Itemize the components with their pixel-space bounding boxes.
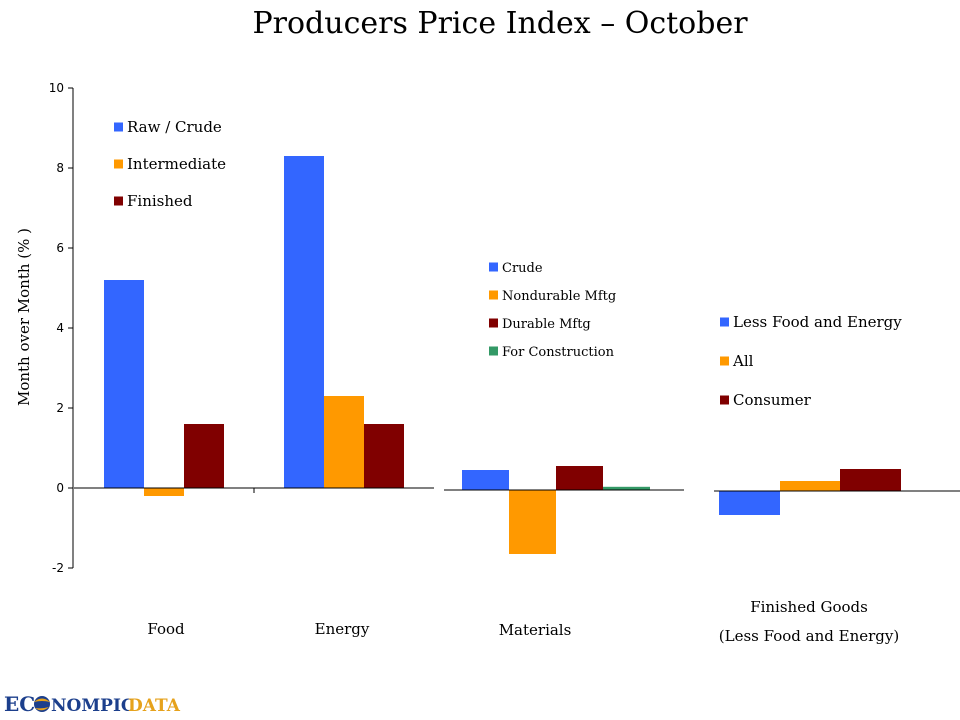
legend-1: Raw / Crude Intermediate Finished (114, 118, 226, 210)
panel-2: Materials Crude Nondurable Mftg Durable Mft… (444, 261, 684, 639)
legend-swatch (720, 395, 729, 405)
category-label: Materials (499, 621, 572, 639)
panel-1: Food Energy Raw / Crude Intermediate Finishe… (74, 118, 434, 638)
left-y-axis: -2 0 2 4 6 8 10 (49, 81, 74, 575)
y-tick-label: -2 (52, 561, 64, 575)
legend-swatch (720, 356, 729, 366)
chart-title: Producers Price Index – October (252, 6, 748, 41)
bar (719, 491, 780, 515)
legend-label: All (732, 352, 754, 370)
legend-swatch (489, 262, 498, 272)
legend-swatch (720, 317, 729, 327)
bar (780, 481, 841, 491)
globe-icon (34, 696, 50, 712)
bar (104, 280, 144, 488)
legend-label: For Construction (502, 345, 615, 360)
logo-text-data: DATA (128, 696, 181, 716)
chart-panels: Food Energy Raw / Crude Intermediate Finishe… (74, 118, 960, 645)
legend-swatch (114, 122, 123, 132)
y-tick-label: 4 (56, 321, 64, 335)
legend-swatch (489, 318, 498, 328)
logo-text-ec: EC (4, 692, 35, 716)
legend-label: Finished (127, 192, 193, 210)
panel-3: Finished Goods (Less Food and Energy) Less… (714, 313, 960, 645)
economicdata-logo: EC NOMPIC DATA (4, 692, 181, 716)
y-tick-label: 2 (56, 401, 64, 415)
legend-label: Raw / Crude (127, 118, 222, 136)
category-label: (Less Food and Energy) (719, 627, 899, 645)
legend-3: Less Food and Energy All Consumer (720, 313, 902, 409)
y-axis-label: Month over Month (% ) (15, 228, 33, 406)
legend-swatch (489, 290, 498, 300)
bar (284, 156, 324, 488)
legend-swatch (114, 196, 123, 206)
bar (509, 490, 556, 554)
legend-swatch (489, 346, 498, 356)
bar (364, 424, 404, 488)
category-label: Food (147, 620, 185, 638)
bar (184, 424, 224, 488)
y-tick-label: 10 (49, 81, 64, 95)
legend-label: Durable Mftg (502, 317, 591, 332)
legend-label: Intermediate (127, 155, 226, 173)
bar (462, 470, 509, 490)
legend-label: Crude (502, 261, 543, 276)
bar (324, 396, 364, 488)
legend-label: Nondurable Mftg (502, 289, 616, 304)
logo-text-nompic: NOMPIC (51, 696, 134, 716)
legend-2: Crude Nondurable Mftg Durable Mftg For Cons… (489, 261, 616, 360)
bar (556, 466, 603, 490)
bar (840, 469, 901, 491)
legend-swatch (114, 159, 123, 169)
y-tick-label: 8 (56, 161, 64, 175)
legend-label: Less Food and Energy (733, 313, 902, 331)
category-label: Energy (315, 620, 370, 638)
category-label: Finished Goods (750, 598, 868, 616)
bar (144, 488, 184, 496)
y-tick-label: 6 (56, 241, 64, 255)
bar (603, 486, 650, 490)
legend-label: Consumer (733, 391, 812, 409)
y-tick-label: 0 (56, 481, 64, 495)
